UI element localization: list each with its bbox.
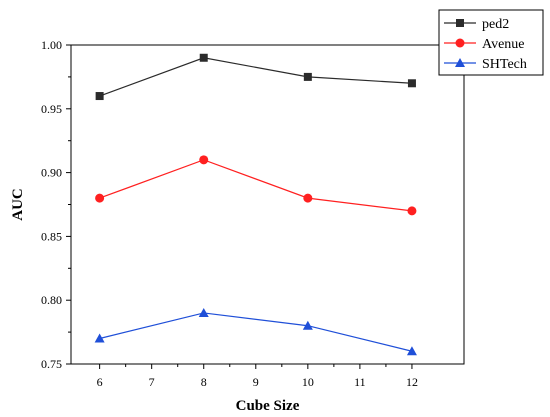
series-line-avenue <box>99 159 413 212</box>
x-tick-label: 6 <box>97 375 103 389</box>
x-tick-label: 10 <box>302 375 314 389</box>
data-point-shtech <box>302 320 313 330</box>
series-line-shtech <box>99 312 413 352</box>
legend: ped2 Avenue SHTech <box>438 9 544 76</box>
y-tick-label: 0.90 <box>41 166 62 180</box>
data-point-avenue <box>199 155 209 165</box>
x-tick-label: 7 <box>149 375 155 389</box>
data-point-avenue <box>95 193 105 203</box>
y-tick-label: 0.85 <box>41 229 62 243</box>
y-tick-label: 0.75 <box>41 357 62 371</box>
legend-marker-avenue <box>455 38 465 48</box>
plot-area: 6 7 8 9 10 11 12 0.75 0.80 0.85 0.90 0.95 1.00 <box>41 38 465 389</box>
legend-marker-shtech <box>455 58 465 67</box>
x-tick-label: 8 <box>201 375 207 389</box>
legend-marker-ped2 <box>456 19 464 27</box>
data-point-ped2 <box>303 72 312 81</box>
series-line-ped2 <box>99 57 412 97</box>
data-point-shtech <box>406 346 417 356</box>
data-point-avenue <box>407 206 417 216</box>
x-tick-label: 11 <box>354 375 366 389</box>
x-tick-label: 12 <box>406 375 418 389</box>
data-point-shtech <box>94 333 105 343</box>
y-tick-label: 1.00 <box>41 38 62 52</box>
data-point-shtech <box>198 307 209 317</box>
y-axis-title: AUC <box>10 188 26 221</box>
data-point-ped2 <box>407 79 416 88</box>
legend-label-ped2: ped2 <box>482 17 509 32</box>
legend-label-avenue: Avenue <box>482 37 525 52</box>
data-point-avenue <box>303 193 313 203</box>
legend-label-shtech: SHTech <box>482 57 527 72</box>
data-point-ped2 <box>95 92 104 101</box>
x-axis-title: Cube Size <box>236 398 300 414</box>
data-point-ped2 <box>199 53 208 62</box>
x-tick-label: 9 <box>253 375 259 389</box>
y-tick-label: 0.80 <box>41 293 62 307</box>
y-tick-label: 0.95 <box>41 102 62 116</box>
